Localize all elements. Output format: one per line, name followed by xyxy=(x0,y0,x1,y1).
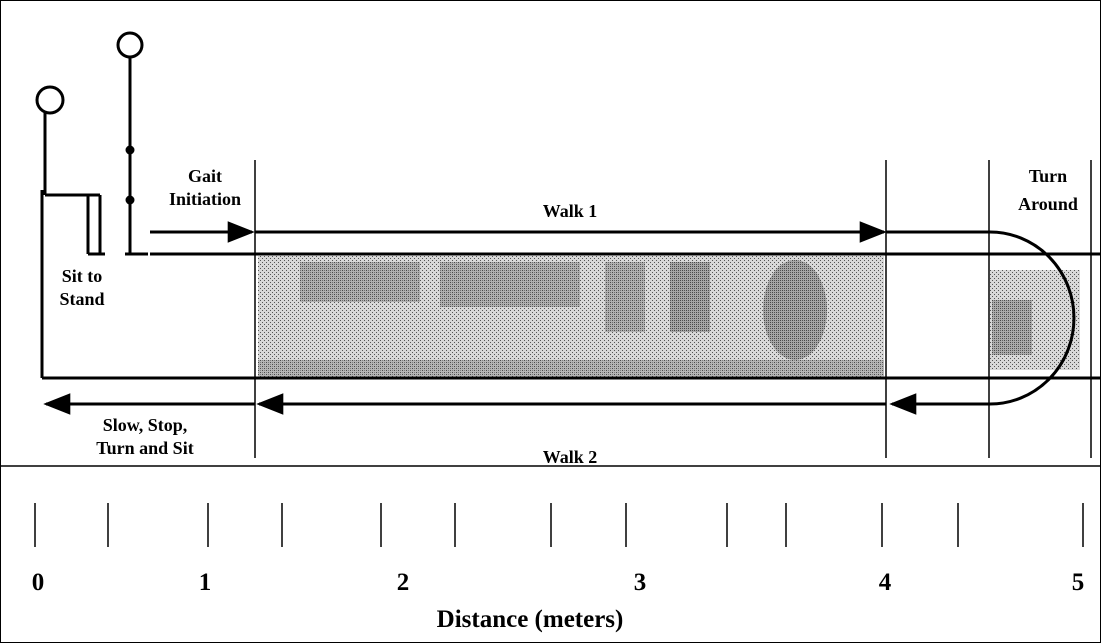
label: Gait xyxy=(188,166,222,186)
label: Walk 1 xyxy=(543,201,598,221)
label: Walk 2 xyxy=(543,447,598,467)
label: Turn xyxy=(1029,166,1067,186)
ruler-label: 2 xyxy=(397,569,410,596)
ruler-label: 5 xyxy=(1072,569,1085,596)
label: Stand xyxy=(59,289,104,309)
arrows xyxy=(43,221,1076,415)
label: Sit to xyxy=(62,266,103,286)
axis-label: Distance (meters) xyxy=(437,606,624,633)
ruler xyxy=(34,503,1084,547)
ruler-label: 0 xyxy=(32,569,45,596)
label: Around xyxy=(1018,194,1078,214)
walkway xyxy=(40,160,1101,458)
label: Turn and Sit xyxy=(96,438,193,458)
ruler-label: 3 xyxy=(634,569,647,596)
labels: Gait Initiation Walk 1 Sit to Stand Turn… xyxy=(59,166,1077,467)
ruler-label: 1 xyxy=(199,569,212,596)
figures xyxy=(35,31,148,256)
label: Initiation xyxy=(169,189,241,209)
ruler-label: 4 xyxy=(879,569,892,596)
label: Slow, Stop, xyxy=(103,415,188,435)
